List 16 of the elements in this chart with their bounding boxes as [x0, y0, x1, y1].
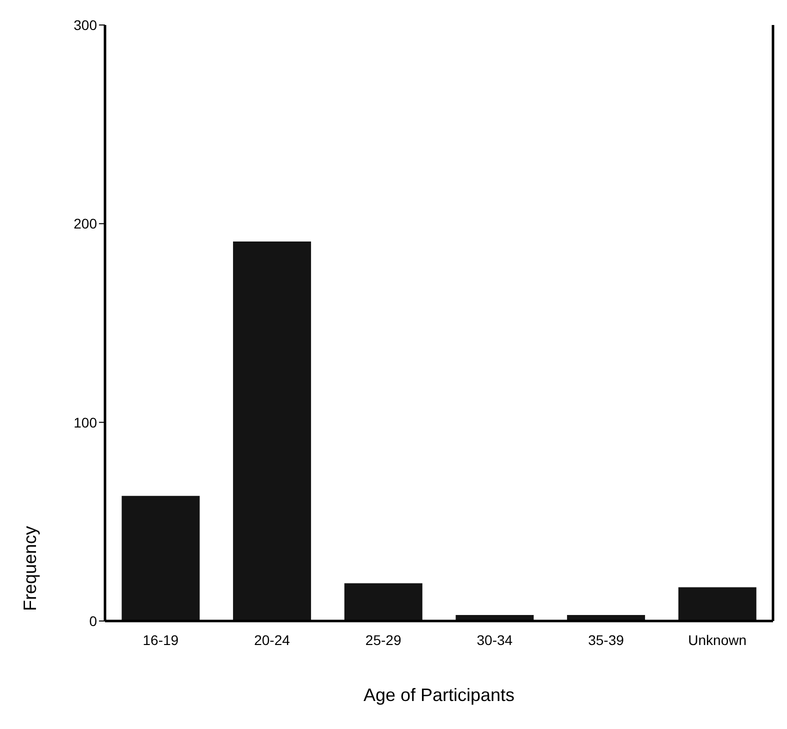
y-tick-label: 300 [74, 16, 98, 33]
x-tick-label: 20-24 [254, 632, 290, 648]
y-tick-label: 100 [74, 414, 98, 430]
bar [233, 242, 312, 621]
bar [344, 583, 422, 621]
x-axis-title: Age of Participants [363, 685, 515, 705]
bar [678, 587, 756, 621]
x-tick-label: 16-19 [142, 632, 179, 648]
y-axis-title: Frequency [20, 526, 40, 611]
bar [122, 496, 200, 621]
x-tick-label: 25-29 [365, 632, 402, 648]
y-tick-label: 200 [74, 216, 98, 232]
x-tick-label: 30-34 [476, 632, 513, 648]
x-tick-label: Unknown [688, 632, 747, 648]
y-tick-label: 0 [89, 612, 98, 629]
x-tick-label: 35-39 [588, 632, 624, 648]
